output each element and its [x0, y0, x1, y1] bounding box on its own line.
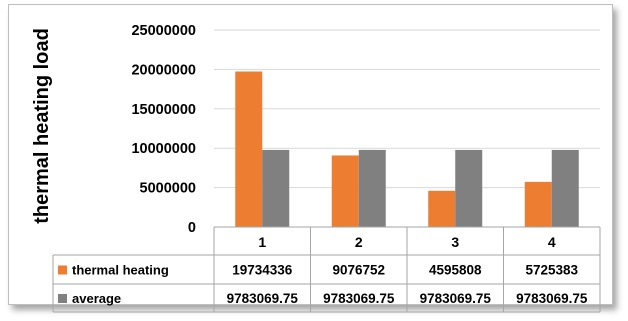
data-label: 9076752 — [332, 263, 385, 278]
legend-key-thermal-heating — [58, 265, 67, 275]
data-label: 9783069.75 — [227, 291, 299, 306]
bar-thermal-heating-2 — [331, 155, 359, 227]
bar-average-2 — [358, 149, 386, 227]
bar-thermal-heating-3 — [428, 190, 456, 227]
data-label: 19734336 — [232, 263, 293, 278]
y-tick-label: 10000000 — [131, 141, 196, 157]
bar-thermal-heating-4 — [524, 181, 552, 227]
y-tick-label: 0 — [188, 220, 196, 236]
data-label: 4595808 — [429, 263, 482, 278]
category-label: 2 — [355, 234, 363, 250]
data-label: 9783069.75 — [323, 291, 395, 306]
y-tick-label: 20000000 — [131, 62, 196, 78]
bar-average-4 — [551, 149, 579, 227]
legend-key-average — [58, 294, 67, 303]
y-tick-label: 25000000 — [131, 23, 196, 39]
bar-average-1 — [262, 149, 290, 227]
bar-thermal-heating-1 — [235, 71, 263, 227]
legend-label: average — [72, 291, 121, 306]
category-label: 1 — [258, 234, 266, 250]
y-axis-label: thermal heating load — [31, 28, 53, 224]
y-tick-label: 15000000 — [131, 102, 196, 118]
category-label: 3 — [451, 234, 459, 250]
bar-average-3 — [455, 149, 483, 227]
data-label: 9783069.75 — [420, 291, 492, 306]
category-label: 4 — [548, 234, 556, 250]
data-label: 9783069.75 — [516, 291, 588, 306]
data-label: 5725383 — [525, 263, 578, 278]
y-tick-label: 5000000 — [140, 181, 196, 197]
legend-label: thermal heating — [72, 263, 169, 278]
